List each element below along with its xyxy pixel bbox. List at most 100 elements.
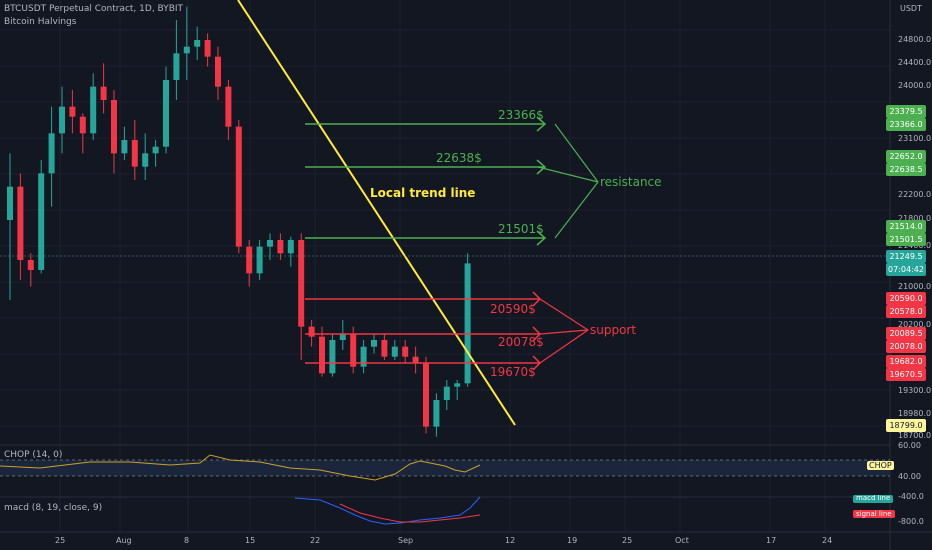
candle-body [235, 126, 242, 247]
drawings-layer [0, 0, 890, 426]
support-level-1[interactable]: 20590$ [490, 302, 536, 316]
macd-scale-bottom: -800.0 [898, 517, 924, 526]
price-tick: 20200.0 [898, 320, 932, 329]
time-tick: 8 [184, 536, 190, 545]
candle-body [319, 336, 325, 374]
candle-body [371, 340, 377, 347]
candle-body [339, 333, 346, 340]
symbol-title[interactable]: BTCUSDT Perpetual Contract, 1D, BYBIT [4, 4, 184, 14]
signal-line-badge: signal line [853, 510, 895, 518]
price-label: 23379.5 [886, 105, 926, 118]
chop-scale-bottom: 40.00 [898, 472, 921, 481]
candle-body [454, 383, 461, 387]
support-level-3[interactable]: 19670$ [490, 365, 536, 379]
chop-scale-top: 60.00 [898, 441, 921, 450]
candle-body [308, 326, 315, 337]
candle-body [69, 106, 76, 117]
chop-line [0, 454, 481, 481]
support-label[interactable]: support [590, 323, 637, 337]
price-tick: 24800.0 [898, 35, 932, 44]
candle-body [443, 386, 450, 400]
candle-body [423, 363, 429, 427]
signal-line [339, 503, 481, 523]
price-label: 20578.0 [886, 305, 926, 318]
last-price-label: 21249.5 [886, 250, 926, 263]
price-tick: 23100.0 [898, 134, 932, 143]
candle-body [100, 86, 107, 100]
time-tick: Oct [675, 536, 689, 545]
resistance-arrow-3 [536, 230, 547, 246]
macd-title[interactable]: macd (8, 19, close, 9) [4, 503, 103, 513]
price-label: 20089.5 [886, 327, 926, 340]
trend-line-label[interactable]: Local trend line [370, 186, 476, 200]
resistance-arrow-1 [536, 116, 547, 132]
candle-body [225, 86, 232, 127]
price-tick: 21000.0 [898, 282, 932, 291]
candle-body [464, 263, 471, 384]
price-tick: 18980.0 [898, 409, 932, 418]
candle-body [17, 186, 24, 260]
price-label: 19670.5 [886, 368, 926, 381]
price-tick: 24000.0 [898, 81, 932, 90]
candle-body [163, 80, 169, 147]
candle-body [433, 400, 440, 427]
time-tick: Sep [398, 536, 414, 545]
time-tick: 17 [766, 536, 777, 545]
candle-body [412, 356, 419, 364]
price-tick: 24400.0 [898, 58, 932, 67]
candle-body [381, 340, 388, 357]
candle-body [194, 40, 201, 47]
candle-body [111, 100, 117, 154]
price-tick: 18700.0 [898, 431, 932, 440]
candle-body [277, 240, 284, 254]
candle-body [79, 116, 86, 134]
price-label: 21514.0 [886, 220, 926, 233]
price-label: 19682.0 [886, 355, 926, 368]
time-tick: 19 [567, 536, 578, 545]
macd-scale-top: -400.0 [898, 492, 924, 501]
candle-body [350, 333, 357, 367]
time-tick: 25 [55, 536, 66, 545]
time-tick: 25 [622, 536, 633, 545]
candle-body [287, 240, 294, 254]
chop-badge: CHOP [867, 461, 894, 470]
price-label: 20078.0 [886, 340, 926, 353]
support-level-2[interactable]: 20078$ [498, 335, 544, 349]
candle-body [246, 246, 253, 274]
candle-body [298, 240, 305, 327]
time-tick: 15 [245, 536, 256, 545]
indicator-title[interactable]: Bitcoin Halvings [4, 17, 77, 27]
candle-body [48, 133, 55, 174]
candles-layer [7, 6, 471, 437]
candle-body [360, 346, 367, 367]
resistance-callout [537, 123, 599, 239]
resistance-label[interactable]: resistance [600, 175, 662, 189]
time-tick: Aug [116, 536, 132, 545]
price-tick: 19300.0 [898, 386, 932, 395]
candle-body [173, 53, 180, 80]
time-tick: 12 [505, 536, 516, 545]
candle-body [215, 56, 221, 87]
price-label: 22652.0 [886, 150, 926, 163]
low-price-label: 18799.0 [886, 419, 926, 432]
macd-line-badge: macd line [853, 495, 894, 503]
price-label: 20590.0 [886, 292, 926, 305]
candle-body [402, 346, 409, 357]
countdown-label: 07:04:42 [886, 263, 926, 276]
price-label: 23366.0 [886, 118, 926, 131]
chop-title[interactable]: CHOP (14, 0) [4, 450, 63, 460]
price-label: 21501.5 [886, 233, 926, 246]
macd-line [294, 496, 481, 525]
candle-body [256, 246, 263, 274]
resistance-level-1[interactable]: 23366$ [498, 108, 544, 122]
currency-label: USDT [900, 4, 922, 13]
candle-body [152, 146, 159, 154]
candle-body [142, 153, 149, 167]
resistance-level-3[interactable]: 21501$ [498, 222, 544, 236]
resistance-level-2[interactable]: 22638$ [436, 151, 482, 165]
time-tick: 24 [822, 536, 833, 545]
chop-band [0, 460, 890, 476]
time-tick: 22 [310, 536, 321, 545]
candle-body [391, 346, 398, 357]
